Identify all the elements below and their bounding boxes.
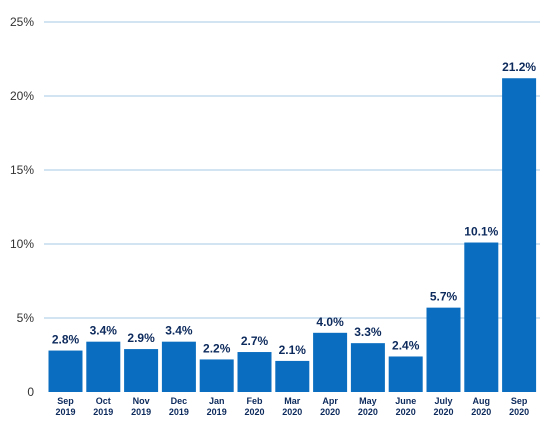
x-tick-year: 2020 [320, 407, 340, 417]
x-tick-month: June [395, 396, 416, 406]
bar [350, 343, 385, 392]
bar [199, 359, 234, 392]
data-label: 3.4% [165, 324, 193, 338]
x-tick-year: 2020 [244, 407, 264, 417]
bar [502, 78, 537, 393]
data-label: 2.4% [392, 338, 420, 352]
data-label: 5.7% [430, 290, 458, 304]
x-tick-year: 2019 [93, 407, 113, 417]
x-tick-year: 2020 [433, 407, 453, 417]
x-tick-month: Aug [473, 396, 491, 406]
x-tick-month: May [359, 396, 377, 406]
x-tick-month: Oct [96, 396, 111, 406]
x-tick-month: Feb [246, 396, 263, 406]
data-label: 2.7% [241, 334, 269, 348]
bar [161, 341, 196, 392]
bar [124, 349, 159, 392]
x-tick-month: July [434, 396, 452, 406]
bar [275, 360, 310, 392]
data-labels: 2.8% 3.4% 2.9% 3.4% 2.2% 2.7% 2.1% 4.0% 3.3% 2.4%… [52, 60, 537, 357]
x-tick-year: 2020 [282, 407, 302, 417]
x-tick-month: Sep [511, 396, 528, 406]
data-label: 2.2% [203, 341, 231, 355]
y-tick-label: 25% [10, 15, 34, 29]
data-label: 2.1% [279, 343, 307, 357]
data-label: 10.1% [464, 225, 498, 239]
y-axis-ticks: 0 5% 10% 15% 20% 25% [10, 15, 34, 399]
y-tick-label: 0 [27, 385, 34, 399]
y-tick-label: 20% [10, 89, 34, 103]
bar [313, 332, 348, 392]
x-tick-month: Jan [209, 396, 225, 406]
x-tick-month: Dec [171, 396, 188, 406]
y-tick-label: 10% [10, 237, 34, 251]
x-tick-year: 2019 [55, 407, 75, 417]
y-tick-label: 15% [10, 163, 34, 177]
x-tick-year: 2020 [358, 407, 378, 417]
data-label: 4.0% [316, 315, 344, 329]
data-label: 3.4% [90, 324, 118, 338]
bar [237, 352, 272, 392]
bar [464, 242, 499, 392]
x-tick-year: 2020 [396, 407, 416, 417]
data-label: 2.8% [52, 333, 80, 347]
x-tick-month: Nov [133, 396, 150, 406]
data-label: 3.3% [354, 325, 382, 339]
x-tick-month: Sep [57, 396, 74, 406]
y-tick-label: 5% [17, 311, 35, 325]
bar [426, 307, 461, 392]
bar [388, 356, 423, 392]
x-tick-year: 2019 [207, 407, 227, 417]
x-axis-ticks: Sep2019Oct2019Nov2019Dec2019Jan2019Feb20… [55, 396, 529, 417]
bar [86, 341, 121, 392]
x-tick-year: 2019 [131, 407, 151, 417]
x-tick-year: 2020 [471, 407, 491, 417]
data-label: 2.9% [127, 331, 155, 345]
bars [48, 78, 537, 393]
data-label: 21.2% [502, 60, 536, 74]
bar [48, 350, 83, 392]
x-tick-month: Apr [322, 396, 338, 406]
x-tick-year: 2020 [509, 407, 529, 417]
x-tick-year: 2019 [169, 407, 189, 417]
x-tick-month: Mar [284, 396, 301, 406]
